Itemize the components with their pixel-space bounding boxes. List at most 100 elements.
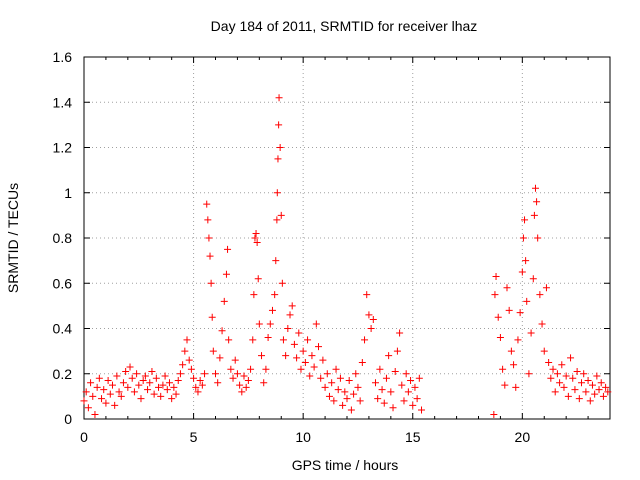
data-point bbox=[542, 284, 550, 292]
data-point bbox=[128, 374, 136, 382]
data-point bbox=[540, 347, 548, 355]
data-point bbox=[492, 272, 500, 280]
data-point bbox=[254, 275, 262, 283]
data-point bbox=[139, 377, 147, 385]
data-point bbox=[130, 388, 138, 396]
data-point bbox=[529, 275, 537, 283]
data-point bbox=[325, 392, 333, 400]
data-point bbox=[247, 365, 255, 373]
data-point bbox=[163, 386, 171, 394]
data-point bbox=[274, 155, 282, 163]
data-point bbox=[404, 388, 412, 396]
data-point bbox=[122, 367, 130, 375]
y-tick-label: 0.2 bbox=[53, 366, 73, 382]
data-point bbox=[192, 383, 200, 391]
data-point bbox=[369, 315, 377, 323]
data-point bbox=[363, 291, 371, 299]
data-point bbox=[266, 320, 274, 328]
data-point bbox=[170, 383, 178, 391]
data-point bbox=[113, 372, 121, 380]
data-point bbox=[260, 379, 268, 387]
data-point bbox=[304, 336, 312, 344]
data-point bbox=[521, 216, 529, 224]
data-point bbox=[87, 379, 95, 387]
data-point bbox=[187, 365, 195, 373]
data-point bbox=[225, 336, 233, 344]
data-point bbox=[315, 343, 323, 351]
data-point bbox=[194, 388, 202, 396]
data-point bbox=[124, 383, 132, 391]
data-point bbox=[212, 370, 219, 378]
data-point bbox=[290, 340, 298, 348]
y-tick-label: 0.4 bbox=[53, 321, 73, 337]
data-point bbox=[207, 279, 215, 287]
data-point bbox=[222, 270, 230, 278]
data-point bbox=[206, 252, 214, 260]
data-point bbox=[198, 381, 206, 389]
data-point bbox=[108, 381, 116, 389]
data-point bbox=[148, 367, 156, 375]
data-point bbox=[505, 306, 513, 314]
data-point bbox=[159, 381, 167, 389]
data-point bbox=[503, 284, 511, 292]
data-point bbox=[299, 347, 307, 355]
data-point bbox=[262, 365, 270, 373]
data-point bbox=[538, 320, 546, 328]
data-point bbox=[133, 370, 141, 378]
data-point bbox=[277, 211, 285, 219]
data-point bbox=[586, 397, 594, 405]
data-points bbox=[80, 94, 612, 418]
data-point bbox=[400, 397, 408, 405]
data-point bbox=[89, 392, 97, 400]
data-point bbox=[229, 374, 237, 382]
data-point bbox=[567, 354, 575, 362]
y-tick-label: 1.2 bbox=[53, 140, 73, 156]
data-point bbox=[297, 365, 305, 373]
data-point bbox=[271, 291, 279, 299]
data-point bbox=[409, 401, 417, 409]
data-point bbox=[141, 372, 149, 380]
data-point bbox=[560, 383, 568, 391]
data-point bbox=[308, 352, 316, 360]
data-point bbox=[98, 395, 106, 403]
data-point bbox=[161, 372, 169, 380]
data-point bbox=[531, 184, 539, 192]
data-point bbox=[536, 291, 544, 299]
data-point bbox=[332, 365, 340, 373]
data-point bbox=[413, 395, 421, 403]
data-point bbox=[231, 356, 239, 364]
data-point bbox=[135, 381, 143, 389]
data-point bbox=[512, 383, 520, 391]
data-point bbox=[286, 311, 294, 319]
data-point bbox=[525, 370, 533, 378]
data-point bbox=[174, 377, 182, 385]
data-point bbox=[214, 379, 222, 387]
data-point bbox=[250, 291, 258, 299]
data-point bbox=[339, 401, 347, 409]
data-point bbox=[204, 216, 212, 224]
data-point bbox=[604, 388, 612, 396]
data-point bbox=[382, 374, 390, 382]
data-point bbox=[391, 367, 399, 375]
data-point bbox=[328, 379, 336, 387]
data-point bbox=[255, 320, 263, 328]
data-point bbox=[240, 372, 248, 380]
data-point bbox=[100, 386, 108, 394]
data-point bbox=[152, 374, 160, 382]
data-point bbox=[218, 327, 226, 335]
data-point bbox=[295, 329, 303, 337]
data-point bbox=[80, 397, 88, 405]
data-point bbox=[527, 329, 535, 337]
data-point bbox=[244, 377, 252, 385]
data-point bbox=[597, 379, 605, 387]
data-point bbox=[284, 325, 292, 332]
data-point bbox=[341, 388, 349, 396]
data-point bbox=[562, 372, 570, 380]
data-point bbox=[233, 370, 241, 378]
data-point bbox=[208, 313, 216, 321]
data-point bbox=[190, 374, 198, 382]
x-tick-label: 20 bbox=[515, 429, 531, 445]
data-point bbox=[371, 379, 379, 387]
data-point bbox=[119, 379, 127, 387]
x-tick-label: 0 bbox=[80, 429, 88, 445]
